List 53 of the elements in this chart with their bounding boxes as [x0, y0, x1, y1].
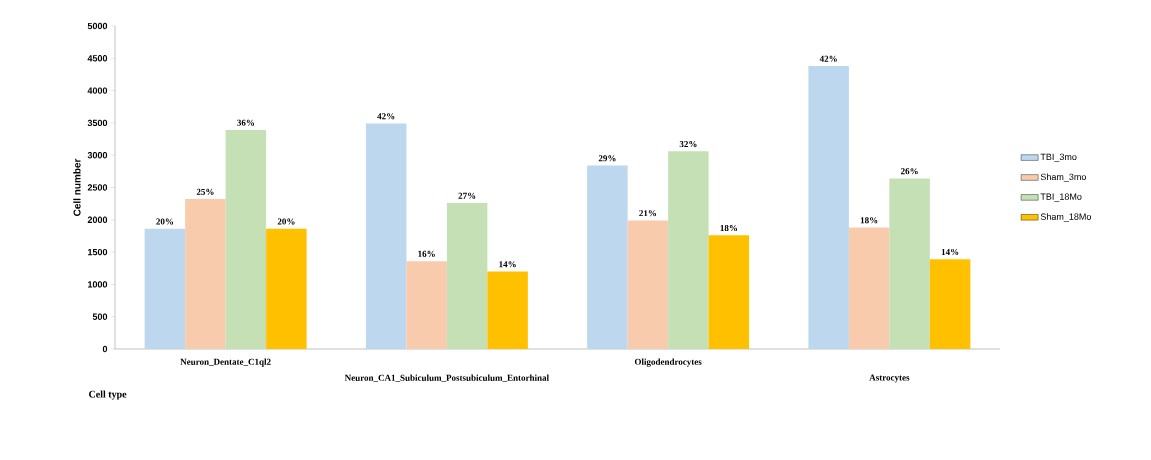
annotation: 20% [156, 218, 174, 225]
annotation: 26% [900, 168, 918, 175]
y-tick-label: 5000 [87, 22, 108, 30]
annotation: 20% [277, 218, 295, 225]
y-tick-label: 0 [102, 345, 108, 353]
annotation: 42% [377, 113, 395, 120]
y-tick-label: 500 [92, 313, 108, 320]
annotation: 36% [237, 119, 255, 126]
annotation: 18% [860, 217, 878, 224]
annotation: 16% [418, 250, 435, 257]
legend-label: TBI_3mo [1040, 153, 1077, 162]
y-tick-label: 3500 [87, 119, 108, 127]
x-tick-label: Astrocytes [869, 374, 910, 383]
y-tick-label: 4000 [87, 87, 108, 94]
annotation: 27% [458, 192, 476, 199]
annotation: 14% [499, 261, 516, 268]
bar [266, 228, 307, 349]
y-tick-label: 4500 [87, 55, 108, 62]
y-tick-label: 2000 [87, 216, 108, 223]
x-tick-label: Neuron_CA1_Subiculum_Postsubiculum_Entorhinal [344, 374, 549, 383]
x-tick-label: Neuron_Dentate_C1ql2 [180, 358, 271, 367]
bar [708, 235, 750, 349]
bar [627, 220, 669, 349]
bar [889, 178, 930, 349]
legend-label: Sham_3mo [1040, 173, 1087, 182]
legend-label: Sham_18Mo [1040, 213, 1092, 222]
bar [185, 199, 226, 349]
annotation: 42% [819, 55, 837, 62]
bar [668, 151, 709, 349]
annotation: 29% [598, 155, 616, 162]
bar [406, 261, 447, 349]
annotation: 21% [639, 210, 657, 217]
y-tick-label: 2500 [87, 184, 108, 191]
annotation: 14% [941, 248, 959, 255]
bar [848, 227, 890, 349]
bar [487, 271, 528, 349]
bar [365, 123, 407, 349]
y-tick-label: 3000 [87, 152, 108, 159]
x-axis-title: Cell type [89, 390, 127, 400]
annotation: 32% [679, 141, 697, 148]
bar [808, 66, 849, 349]
bar [446, 203, 488, 349]
x-tick-label: Oligodendrocytes [634, 358, 702, 367]
bar [144, 228, 186, 349]
bar [587, 165, 628, 349]
bar [929, 259, 971, 349]
bar [225, 130, 267, 349]
legend-label: TBI_18Mo [1040, 193, 1082, 202]
y-axis-title: Cell number [73, 158, 81, 216]
y-tick-label: 1000 [88, 281, 108, 288]
annotation: 18% [720, 224, 738, 232]
y-tick-label: 1500 [88, 248, 108, 256]
annotation: 25% [196, 188, 214, 195]
